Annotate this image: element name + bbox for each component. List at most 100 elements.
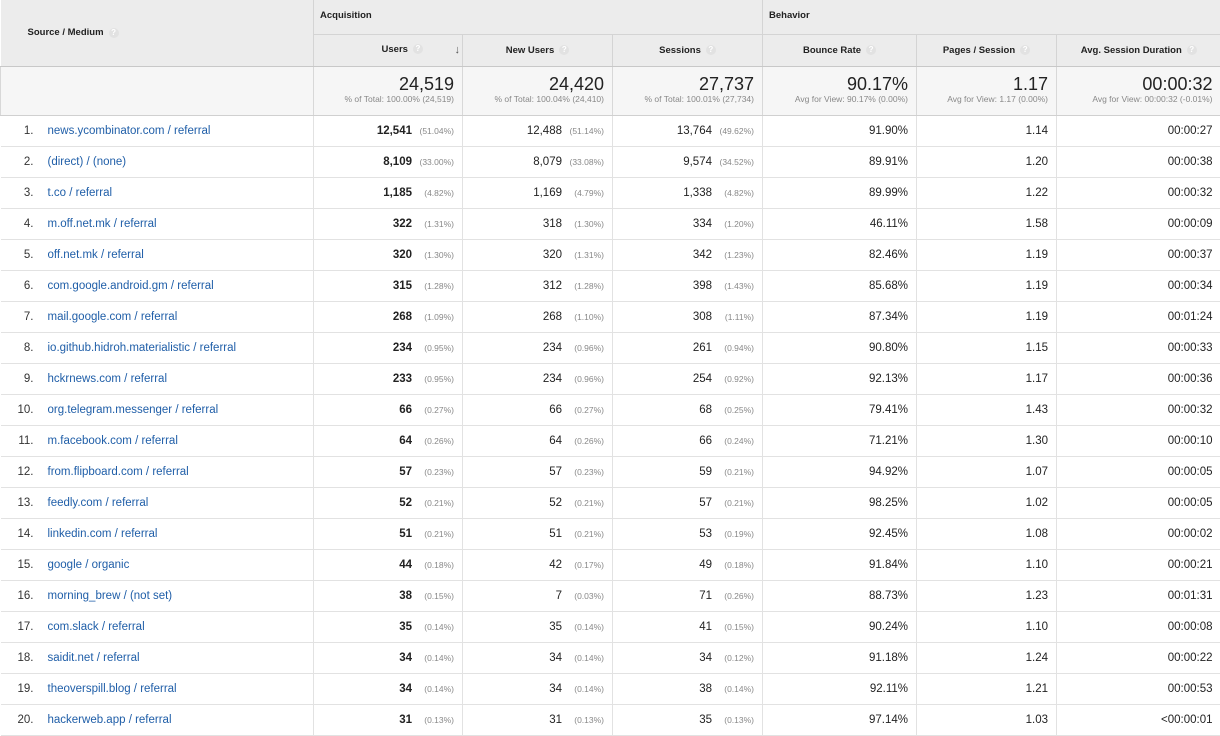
new-users-value: 31 — [549, 714, 562, 726]
source-medium-label: Source / Medium — [28, 27, 104, 38]
source-medium-link[interactable]: m.facebook.com / referral — [48, 435, 178, 447]
pages-session-cell: 1.10 — [917, 549, 1057, 580]
total-users-value: 24,519 — [314, 75, 454, 93]
help-icon[interactable]: ? — [1020, 45, 1030, 55]
sessions-cell: 13,764(49.62%) — [613, 115, 763, 146]
column-header-source-medium[interactable]: Source / Medium? — [1, 0, 314, 66]
sessions-cell: 34(0.12%) — [613, 642, 763, 673]
sessions-value: 41 — [699, 621, 712, 633]
row-number: 17. — [1, 621, 34, 633]
help-icon[interactable]: ? — [866, 45, 876, 55]
users-cell: 38(0.15%) — [314, 580, 463, 611]
new-users-percent: (0.27%) — [562, 405, 604, 415]
help-icon[interactable]: ? — [109, 28, 119, 38]
new-users-value: 34 — [549, 652, 562, 664]
new-users-cell: 31(0.13%) — [463, 704, 613, 735]
source-cell: 7.mail.google.com / referral — [1, 301, 314, 332]
column-header-avg-session-duration[interactable]: Avg. Session Duration? — [1057, 34, 1220, 66]
avg-duration-cell: 00:00:10 — [1057, 425, 1220, 456]
source-medium-link[interactable]: io.github.hidroh.materialistic / referra… — [48, 342, 237, 354]
total-pages-session-sub: Avg for View: 1.17 (0.00%) — [917, 93, 1048, 105]
column-header-bounce-rate[interactable]: Bounce Rate? — [763, 34, 917, 66]
sort-descending-icon[interactable]: ↓ — [455, 44, 461, 56]
new-users-percent: (1.30%) — [562, 219, 604, 229]
source-medium-link[interactable]: hckrnews.com / referral — [48, 373, 168, 385]
source-medium-link[interactable]: (direct) / (none) — [48, 156, 127, 168]
new-users-cell: 12,488(51.14%) — [463, 115, 613, 146]
source-cell: 11.m.facebook.com / referral — [1, 425, 314, 456]
source-medium-link[interactable]: morning_brew / (not set) — [48, 590, 173, 602]
users-value: 1,185 — [383, 187, 412, 199]
source-medium-link[interactable]: saidit.net / referral — [48, 652, 140, 664]
new-users-percent: (0.96%) — [562, 374, 604, 384]
sessions-value: 38 — [699, 683, 712, 695]
source-medium-link[interactable]: off.net.mk / referral — [48, 249, 144, 261]
column-header-new-users[interactable]: New Users? — [463, 34, 613, 66]
sessions-value: 71 — [699, 590, 712, 602]
new-users-percent: (0.96%) — [562, 343, 604, 353]
help-icon[interactable]: ? — [413, 44, 423, 54]
new-users-cell: 8,079(33.08%) — [463, 146, 613, 177]
help-icon[interactable]: ? — [706, 45, 716, 55]
source-cell: 14.linkedin.com / referral — [1, 518, 314, 549]
pages-session-cell: 1.23 — [917, 580, 1057, 611]
source-cell: 16.morning_brew / (not set) — [1, 580, 314, 611]
total-users: 24,519% of Total: 100.00% (24,519) — [314, 66, 463, 115]
source-medium-link[interactable]: t.co / referral — [48, 187, 113, 199]
users-cell: 52(0.21%) — [314, 487, 463, 518]
source-medium-link[interactable]: linkedin.com / referral — [48, 528, 158, 540]
users-percent: (0.27%) — [412, 405, 454, 415]
new-users-percent: (0.14%) — [562, 653, 604, 663]
total-sessions: 27,737% of Total: 100.01% (27,734) — [613, 66, 763, 115]
users-value: 52 — [399, 497, 412, 509]
sessions-cell: 398(1.43%) — [613, 270, 763, 301]
row-number: 5. — [1, 249, 34, 261]
source-medium-link[interactable]: org.telegram.messenger / referral — [48, 404, 219, 416]
help-icon[interactable]: ? — [559, 45, 569, 55]
row-number: 12. — [1, 466, 34, 478]
sessions-percent: (1.20%) — [712, 219, 754, 229]
new-users-cell: 34(0.14%) — [463, 673, 613, 704]
row-number: 9. — [1, 373, 34, 385]
avg-duration-cell: <00:00:01 — [1057, 704, 1220, 735]
sessions-value: 34 — [699, 652, 712, 664]
column-header-sessions[interactable]: Sessions? — [613, 34, 763, 66]
pages-session-cell: 1.15 — [917, 332, 1057, 363]
help-icon[interactable]: ? — [1187, 45, 1197, 55]
users-percent: (0.13%) — [412, 715, 454, 725]
avg-duration-cell: 00:00:37 — [1057, 239, 1220, 270]
new-users-value: 57 — [549, 466, 562, 478]
source-medium-link[interactable]: mail.google.com / referral — [48, 311, 178, 323]
total-sessions-sub: % of Total: 100.01% (27,734) — [613, 93, 754, 105]
source-medium-link[interactable]: com.google.android.gm / referral — [48, 280, 214, 292]
sessions-cell: 1,338(4.82%) — [613, 177, 763, 208]
pages-session-cell: 1.19 — [917, 270, 1057, 301]
source-medium-link[interactable]: com.slack / referral — [48, 621, 145, 633]
source-medium-link[interactable]: theoverspill.blog / referral — [48, 683, 177, 695]
pages-session-cell: 1.02 — [917, 487, 1057, 518]
pages-session-cell: 1.17 — [917, 363, 1057, 394]
source-medium-link[interactable]: from.flipboard.com / referral — [48, 466, 189, 478]
source-medium-link[interactable]: feedly.com / referral — [48, 497, 149, 509]
source-cell: 5. off.net.mk / referral — [1, 239, 314, 270]
source-medium-link[interactable]: m.off.net.mk / referral — [48, 218, 157, 230]
source-medium-link[interactable]: google / organic — [48, 559, 130, 571]
bounce-rate-cell: 91.18% — [763, 642, 917, 673]
new-users-cell: 64(0.26%) — [463, 425, 613, 456]
sessions-percent: (0.25%) — [712, 405, 754, 415]
users-cell: 35(0.14%) — [314, 611, 463, 642]
users-percent: (0.26%) — [412, 436, 454, 446]
row-number: 1. — [1, 125, 34, 137]
column-header-users[interactable]: Users?↓ — [314, 34, 463, 66]
column-header-pages-session[interactable]: Pages / Session? — [917, 34, 1057, 66]
source-medium-link[interactable]: hackerweb.app / referral — [48, 714, 172, 726]
source-cell: 2.(direct) / (none) — [1, 146, 314, 177]
pages-session-cell: 1.14 — [917, 115, 1057, 146]
new-users-value: 318 — [543, 218, 562, 230]
source-medium-link[interactable]: news.ycombinator.com / referral — [48, 125, 211, 137]
